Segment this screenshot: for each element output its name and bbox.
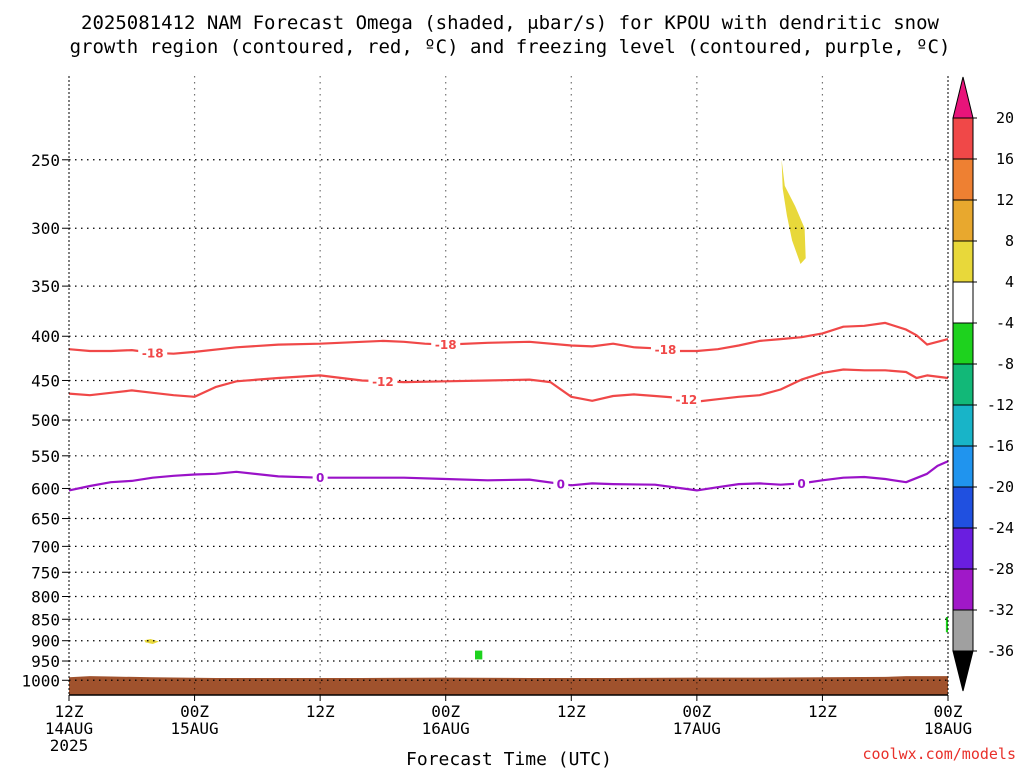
colorbar-label-12: -32 — [987, 601, 1014, 619]
colorbar-label-6: -8 — [996, 355, 1014, 373]
contour-label-0-2: -18 — [655, 343, 677, 357]
x-axis-label: Forecast Time (UTC) — [406, 749, 612, 768]
y-tick-label-950: 950 — [31, 652, 60, 671]
contour-line-1 — [68, 368, 949, 403]
colorbar-bin-10 — [952, 527, 974, 570]
colorbar-bin-12 — [952, 609, 974, 652]
colorbar-label-2: 12 — [996, 191, 1014, 209]
y-tick-label-650: 650 — [31, 510, 60, 529]
x-tick-label-0-2: 2025 — [50, 736, 89, 755]
contour-label-bg-0-2 — [650, 342, 680, 357]
colorbar-label-0: 20 — [996, 109, 1014, 127]
y-tick-label-500: 500 — [31, 411, 60, 430]
x-tick-label-7-0: 00Z — [934, 702, 963, 721]
colorbar-label-10: -24 — [987, 519, 1014, 537]
x-tick-label-0-0: 12Z — [55, 702, 84, 721]
colorbar-label-1: 16 — [996, 150, 1014, 168]
y-tick-label-250: 250 — [31, 151, 60, 170]
contour-line-0 — [68, 321, 949, 355]
x-tick-label-4-0: 12Z — [557, 702, 586, 721]
contour-label-bg-2-2 — [794, 476, 809, 491]
contour-label-1-0: -12 — [372, 375, 394, 389]
colorbar-bin-8 — [952, 445, 974, 488]
colorbar-bin-3 — [952, 240, 974, 283]
terrain-fill — [69, 676, 948, 695]
colorbar-bin-4 — [952, 281, 974, 324]
x-tick-label-2-0: 12Z — [306, 702, 335, 721]
y-tick-label-700: 700 — [31, 537, 60, 556]
omega-shaded-region-3 — [945, 617, 948, 633]
x-tick-label-7-1: 18AUG — [924, 719, 972, 738]
contour-label-bg-0-0 — [138, 345, 168, 360]
colorbar-label-13: -36 — [987, 642, 1014, 660]
y-tick-label-600: 600 — [31, 479, 60, 498]
chart-title-line2: growth region (contoured, red, ºC) and f… — [70, 36, 951, 58]
x-tick-label-5-0: 00Z — [682, 702, 711, 721]
colorbar-bin-7 — [952, 404, 974, 447]
colorbar-label-7: -12 — [987, 396, 1014, 414]
contour-label-0-0: -18 — [142, 346, 164, 360]
x-tick-label-1-1: 15AUG — [170, 719, 218, 738]
colorbar-bin-9 — [952, 486, 974, 529]
y-tick-label-450: 450 — [31, 371, 60, 390]
plot-area: -18 -18 -18 -12 -12 0 0 0 250 300 350 400 450 500 550 6… — [21, 76, 972, 755]
y-tick-label-400: 400 — [31, 327, 60, 346]
contour-label-2-0: 0 — [316, 471, 324, 485]
x-tick-label-3-1: 16AUG — [422, 719, 470, 738]
y-tick-label-300: 300 — [31, 219, 60, 238]
colorbar-label-11: -28 — [987, 560, 1014, 578]
contour-label-1-1: -12 — [676, 393, 698, 407]
colorbar-label-8: -16 — [987, 437, 1014, 455]
y-tick-label-750: 750 — [31, 563, 60, 582]
colorbar-label-5: -4 — [996, 314, 1014, 332]
credit-text: coolwx.com/models — [862, 745, 1016, 763]
x-tick-label-5-1: 17AUG — [673, 719, 721, 738]
contour-label-bg-1-1 — [671, 392, 701, 407]
colorbar-label-3: 8 — [1005, 232, 1014, 250]
contour-label-bg-2-0 — [312, 470, 328, 485]
colorbar-under-arrow — [952, 650, 974, 692]
colorbar-label-4: 4 — [1005, 273, 1014, 291]
colorbar-bin-5 — [952, 322, 974, 365]
x-tick-label-6-0: 12Z — [808, 702, 837, 721]
colorbar: 20 16 12 8 4 -4 -8 -12 -16 -20 -24 -28 -32 -36 — [952, 76, 1014, 692]
colorbar-bin-0 — [952, 117, 974, 160]
omega-shaded-region-1 — [144, 639, 159, 644]
contour-label-bg-0-1 — [431, 337, 461, 352]
contour-label-2-1: 0 — [557, 477, 565, 491]
contour-label-2-2: 0 — [797, 477, 805, 491]
y-tick-label-900: 900 — [31, 632, 60, 651]
contour-label-bg-1-0 — [368, 374, 398, 389]
colorbar-bin-6 — [952, 363, 974, 406]
contour-label-0-1: -18 — [435, 338, 457, 352]
x-tick-label-1-0: 00Z — [180, 702, 209, 721]
colorbar-label-9: -20 — [987, 478, 1014, 496]
chart-title-line1: 2025081412 NAM Forecast Omega (shaded, μ… — [81, 12, 939, 34]
colorbar-bin-11 — [952, 568, 974, 611]
y-tick-label-850: 850 — [31, 610, 60, 629]
colorbar-bin-1 — [952, 158, 974, 201]
omega-shaded-region-0 — [781, 159, 806, 264]
x-tick-label-0-1: 14AUG — [45, 719, 93, 738]
contour-label-bg-2-1 — [553, 476, 569, 491]
colorbar-over-arrow — [952, 76, 974, 119]
contour-line-2 — [68, 460, 949, 492]
y-tick-label-350: 350 — [31, 277, 60, 296]
y-tick-label-1000: 1000 — [21, 671, 60, 690]
y-tick-label-550: 550 — [31, 447, 60, 466]
x-tick-label-3-0: 00Z — [431, 702, 460, 721]
colorbar-bin-2 — [952, 199, 974, 242]
omega-shaded-region-2 — [475, 650, 483, 660]
y-tick-label-800: 800 — [31, 587, 60, 606]
